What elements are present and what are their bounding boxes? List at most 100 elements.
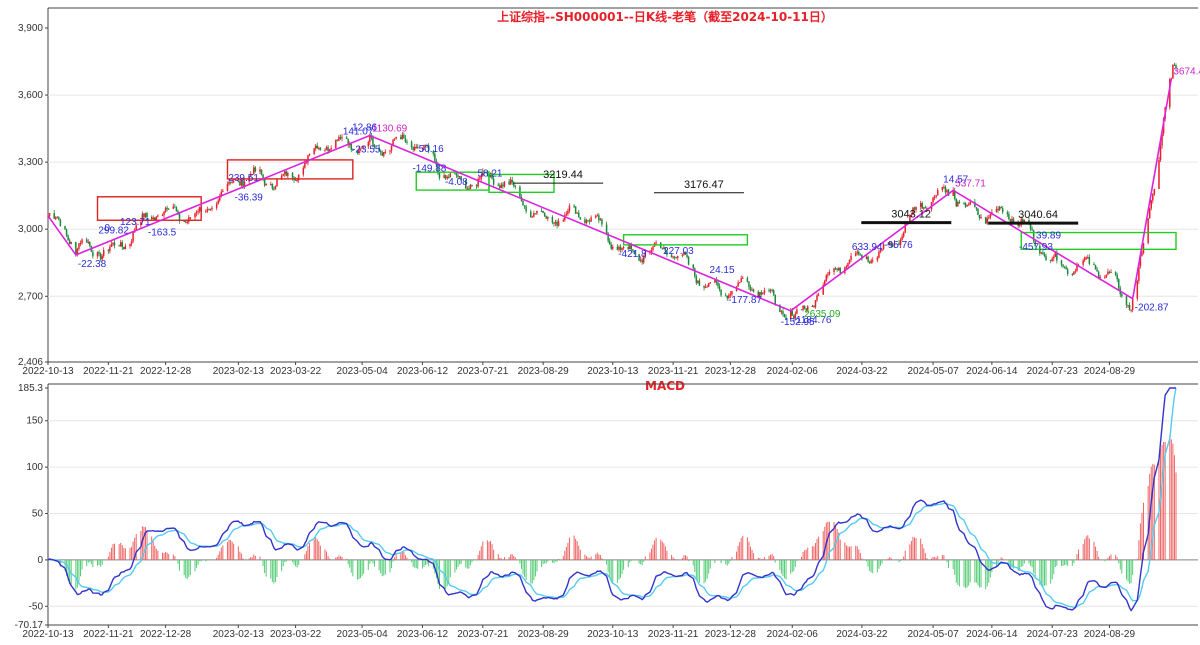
candle-body xyxy=(123,247,125,250)
candle-body xyxy=(995,208,998,213)
candle-body xyxy=(779,304,781,313)
candle-body xyxy=(251,174,254,176)
candle-body xyxy=(302,167,305,175)
candle-body xyxy=(175,207,178,212)
candle-body xyxy=(358,148,360,154)
candle-body xyxy=(859,254,862,256)
candle-body xyxy=(87,241,89,243)
candle-body xyxy=(1114,272,1117,275)
candle-body xyxy=(500,184,503,188)
stroke-point-label: -202.87 xyxy=(1135,303,1169,314)
candle-body xyxy=(184,221,187,223)
candle-body xyxy=(587,220,589,222)
segment-label: 12.86 xyxy=(352,123,377,134)
candle-body xyxy=(1034,240,1036,246)
candle-body xyxy=(898,243,900,245)
candle-body xyxy=(932,197,934,203)
candle-body xyxy=(259,169,261,172)
kline-y-tick-label: 2,406 xyxy=(18,357,43,368)
candle-body xyxy=(112,242,114,245)
candle-body xyxy=(902,232,905,237)
candle-body xyxy=(194,213,196,218)
candle-body xyxy=(686,254,688,257)
candle-body xyxy=(825,275,828,281)
candle-body xyxy=(568,205,571,211)
candle-body xyxy=(110,244,113,247)
macd-y-tick-label: 185.3 xyxy=(18,383,43,394)
candle-body xyxy=(806,306,809,311)
candle-body xyxy=(579,217,582,220)
candle-body xyxy=(890,242,893,245)
candle-body xyxy=(211,207,213,210)
candle-body xyxy=(157,215,159,217)
candle-body xyxy=(536,211,538,214)
segment-label: 633.94 xyxy=(852,242,883,253)
candle-body xyxy=(1031,228,1033,231)
candle-body xyxy=(89,241,91,246)
candle-body xyxy=(850,255,852,260)
candle-body xyxy=(206,209,209,212)
segment-label: 239.51 xyxy=(228,173,259,184)
candle-body xyxy=(717,282,719,287)
candle-body xyxy=(1169,79,1171,108)
kline-x-tick-label: 2023-08-29 xyxy=(518,366,570,377)
candle-body xyxy=(457,175,459,177)
candle-body xyxy=(361,146,363,149)
candle-body xyxy=(1128,305,1131,310)
candle-body xyxy=(935,195,937,197)
candle-body xyxy=(1088,257,1091,264)
candle-body xyxy=(530,211,532,218)
candle-body xyxy=(144,213,147,218)
candle-body xyxy=(888,242,891,245)
candle-body xyxy=(556,221,558,226)
candle-body xyxy=(1142,243,1145,254)
candle-body xyxy=(167,208,170,210)
candle-body xyxy=(726,295,729,299)
candle-body xyxy=(904,223,906,233)
candle-body xyxy=(372,137,374,145)
kline-panel: 3,900 3,600 3,300 3,000 2,700 2,4062022-10-13… xyxy=(18,7,1200,377)
candle-body xyxy=(186,221,189,223)
kline-x-tick-label: 2023-06-12 xyxy=(397,366,449,377)
candle-body xyxy=(879,250,882,252)
candle-body xyxy=(1172,64,1174,79)
segment-label: 0 xyxy=(105,223,111,234)
candle-body xyxy=(491,172,493,179)
candle-body xyxy=(607,233,609,241)
candle-body xyxy=(232,181,235,183)
candle-body xyxy=(421,147,424,149)
candle-body xyxy=(1054,252,1057,257)
candle-body xyxy=(695,276,698,283)
candle-body xyxy=(584,219,586,224)
macd-x-tick-label: 2024-05-07 xyxy=(907,629,959,640)
candle-body xyxy=(240,180,243,186)
candle-body xyxy=(254,167,257,172)
candle-body xyxy=(56,217,59,219)
candle-body xyxy=(577,212,580,218)
candle-body xyxy=(534,213,537,215)
candle-body xyxy=(865,256,868,260)
candle-body xyxy=(791,310,794,316)
candle-body xyxy=(478,178,481,180)
candle-body xyxy=(70,242,72,244)
candle-body xyxy=(936,190,939,196)
candle-body xyxy=(664,247,667,252)
candle-body xyxy=(573,205,575,207)
candle-body xyxy=(858,251,860,255)
candle-body xyxy=(1011,218,1013,224)
macd-x-tick-label: 2023-12-28 xyxy=(705,629,757,640)
level-label: 3043.12 xyxy=(891,209,931,221)
candle-body xyxy=(102,250,105,256)
low-price-label: 2635.09 xyxy=(804,309,841,320)
candle-body xyxy=(706,286,708,288)
candle-body xyxy=(540,211,543,213)
candle-body xyxy=(957,201,959,207)
candle-body xyxy=(270,183,272,185)
candle-body xyxy=(720,289,722,296)
candle-body xyxy=(348,144,351,146)
candle-body xyxy=(1018,224,1021,226)
candle-body xyxy=(1071,273,1074,275)
candle-body xyxy=(834,268,837,270)
candle-body xyxy=(839,267,841,274)
candle-body xyxy=(1130,309,1132,311)
